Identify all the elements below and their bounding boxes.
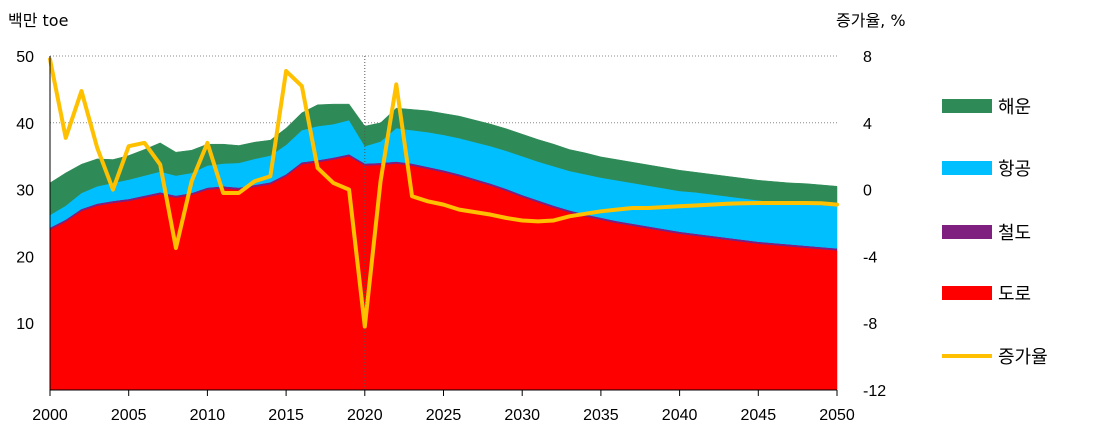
x-tick-label: 2020 (347, 407, 383, 424)
x-tick-label: 2010 (190, 407, 226, 424)
legend-swatch (942, 225, 992, 239)
right-unit-label: 증가율, % (836, 11, 906, 30)
rail-edge-line (49, 154, 838, 250)
x-tick-label: 2045 (741, 407, 777, 424)
right-tick-label: 8 (863, 49, 872, 66)
x-tick-label: 2050 (819, 407, 855, 424)
x-tick-label: 2040 (662, 407, 698, 424)
x-tick-label: 2005 (111, 407, 147, 424)
right-tick-label: -8 (863, 316, 877, 333)
legend-swatch (942, 286, 992, 300)
right-tick-label: 0 (863, 183, 872, 200)
left-tick-label: 10 (16, 316, 34, 333)
left-tick-label: 20 (16, 249, 34, 266)
growth-line-group (48, 57, 839, 329)
legend-label: 증가율 (998, 347, 1048, 368)
legend-label: 도로 (998, 284, 1031, 305)
right-tick-label: -12 (863, 383, 886, 400)
x-tick-label: 2035 (583, 407, 619, 424)
legend-swatch (942, 161, 992, 175)
left-tick-label: 40 (16, 116, 34, 133)
left-tick-label: 30 (16, 183, 34, 200)
legend-swatch (942, 99, 992, 113)
x-tick-label: 2015 (268, 407, 304, 424)
x-tick-label: 2000 (32, 407, 68, 424)
stacked-areas (49, 103, 838, 391)
growth-rate-line (48, 57, 839, 329)
x-tick-label: 2030 (504, 407, 540, 424)
left-tick-label: 50 (16, 49, 34, 66)
x-tick-label: 2025 (426, 407, 462, 424)
legend-label: 해운 (998, 97, 1031, 118)
axes: 2000 2005 2010 2015 2020 2025 2030 2035 2040 2045… (16, 49, 886, 424)
right-tick-label: -4 (863, 249, 877, 266)
right-tick-label: 4 (863, 116, 872, 133)
left-unit-label: 백만 toe (8, 11, 68, 30)
legend-label: 철도 (998, 223, 1031, 244)
axis-labels: 백만 toe 증가율, % (8, 11, 906, 30)
legend-label: 항공 (998, 159, 1031, 180)
